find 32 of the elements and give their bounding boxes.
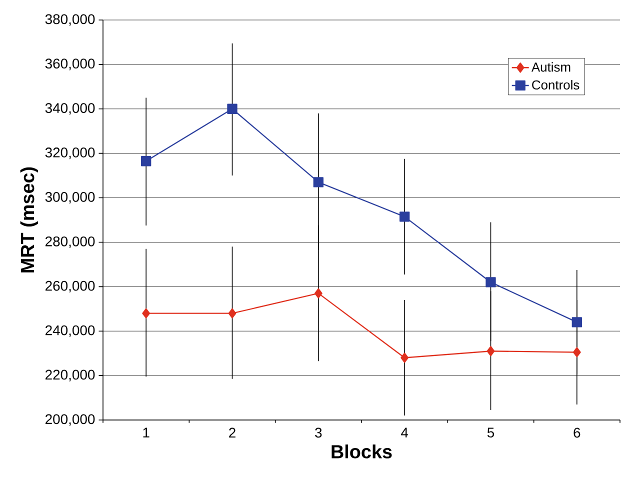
y-tick-label: 280,000 bbox=[46, 236, 95, 248]
y-tick-label: 240,000 bbox=[46, 325, 95, 337]
point bbox=[400, 212, 410, 222]
y-tick-label: 260,000 bbox=[46, 280, 95, 292]
x-tick-label: 6 bbox=[574, 428, 580, 438]
point bbox=[142, 308, 150, 318]
point bbox=[572, 347, 581, 358]
y-tick-label: 300,000 bbox=[45, 192, 95, 204]
x-tick-label: 3 bbox=[315, 428, 322, 438]
y-axis-title: MRT (msec) bbox=[20, 167, 38, 272]
point bbox=[400, 352, 409, 363]
point bbox=[572, 317, 582, 328]
x-tick-label: 5 bbox=[487, 428, 494, 438]
point bbox=[228, 308, 236, 318]
y-tick-label: 200,000 bbox=[46, 414, 95, 426]
y-tick-label: 320,000 bbox=[45, 148, 95, 160]
x-tick-label: 2 bbox=[229, 428, 236, 438]
point bbox=[314, 288, 322, 298]
y-tick-label: 380,000 bbox=[45, 14, 95, 26]
legend-label: Autism bbox=[531, 62, 570, 72]
point bbox=[227, 104, 238, 114]
x-axis-title: Blocks bbox=[332, 444, 392, 458]
y-tick-label: 340,000 bbox=[45, 103, 95, 115]
legend-label: Controls bbox=[532, 80, 580, 90]
x-tick-label: 4 bbox=[401, 428, 408, 438]
point bbox=[486, 277, 496, 288]
y-tick-label: 360,000 bbox=[45, 58, 95, 70]
point bbox=[486, 346, 495, 356]
x-tick-label: 1 bbox=[143, 428, 150, 438]
y-tick-label: 220,000 bbox=[46, 370, 95, 382]
point bbox=[141, 156, 152, 166]
point bbox=[313, 177, 324, 188]
